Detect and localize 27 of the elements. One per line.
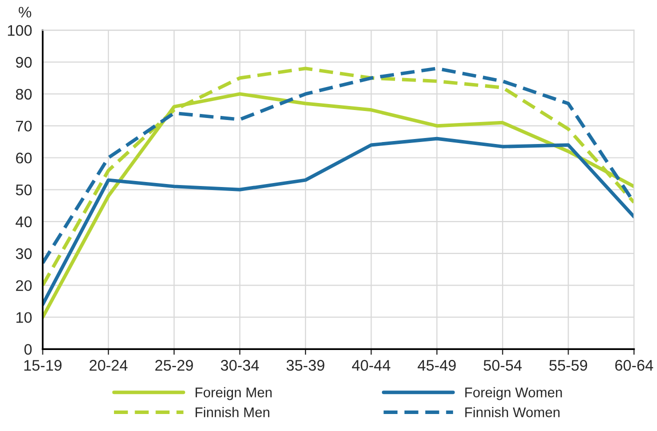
- y-axis-title: %: [18, 6, 32, 18]
- y-tick-label: 70: [16, 120, 32, 132]
- x-tick-label: 25-29: [155, 360, 193, 371]
- legend-label: Finnish Women: [465, 407, 560, 418]
- x-tick-label: 45-49: [418, 360, 456, 371]
- legend-label: Foreign Men: [196, 387, 272, 400]
- y-tick-label: 40: [16, 216, 32, 228]
- y-tick-label: 100: [8, 25, 32, 36]
- x-tick-label: 60-64: [615, 360, 654, 371]
- y-tick-label: 80: [16, 88, 32, 100]
- x-tick-label: 55-59: [549, 360, 588, 371]
- y-tick-label: 90: [16, 56, 32, 68]
- legend-label: Foreign Women: [465, 387, 562, 400]
- y-tick-label: 50: [16, 184, 32, 196]
- x-tick-label: 40-44: [352, 360, 390, 371]
- x-tick-label: 35-39: [286, 360, 324, 371]
- y-tick-label: 60: [16, 152, 32, 164]
- x-tick-label: 50-54: [484, 360, 522, 371]
- legend-label: Finnish Men: [196, 407, 270, 418]
- y-tick-label: 20: [16, 280, 32, 292]
- y-tick-label: 0: [24, 344, 32, 355]
- x-tick-label: 20-24: [90, 360, 128, 371]
- y-tick-label: 30: [16, 248, 32, 260]
- y-tick-label: 10: [16, 312, 32, 323]
- x-tick-label: 15-19: [24, 360, 62, 371]
- x-tick-label: 30-34: [220, 360, 259, 371]
- line-series: [42, 136, 634, 306]
